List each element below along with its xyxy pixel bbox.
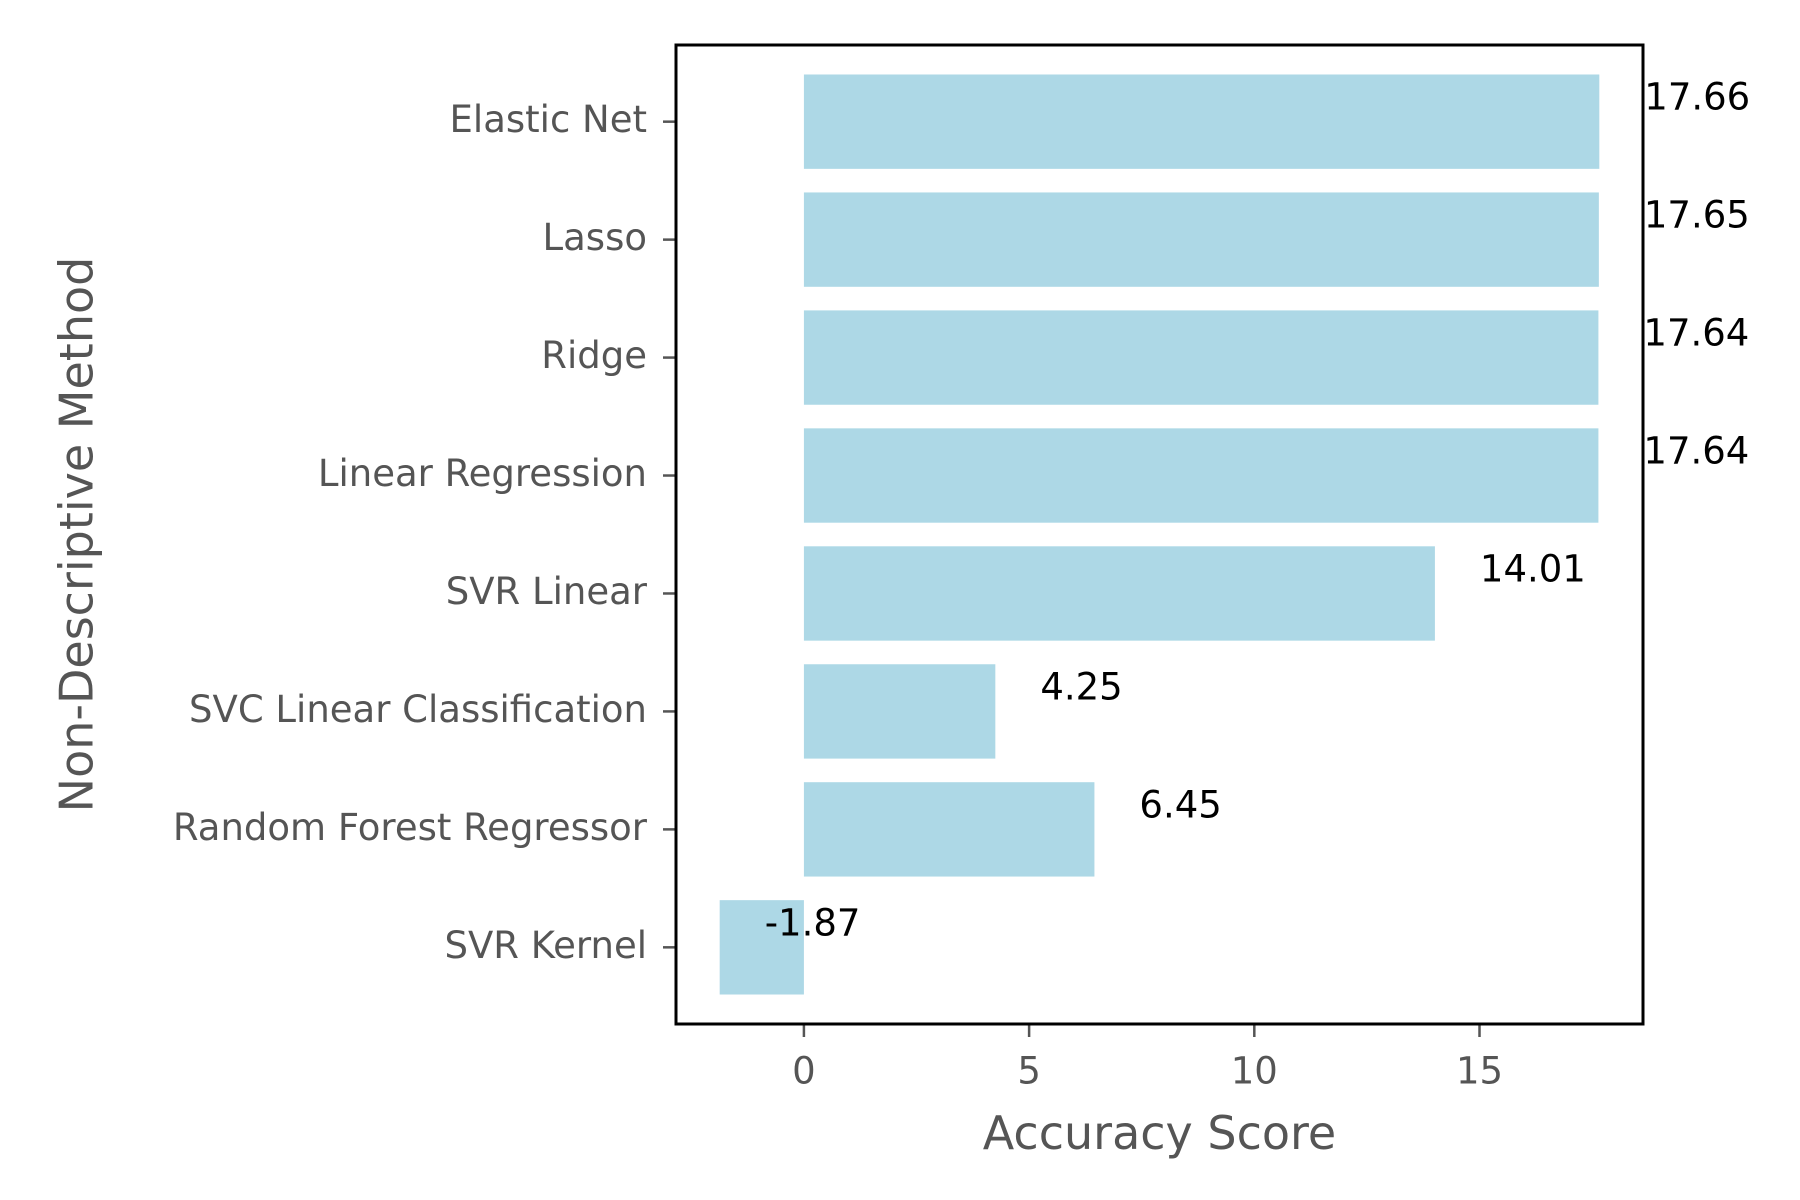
bar-elastic-net	[803, 74, 1600, 169]
data-label-linear-regression: 17.64	[1643, 430, 1749, 473]
y-tick-label: SVC Linear Classification	[189, 688, 647, 731]
x-axis: 0 5 10 15	[792, 1024, 1503, 1093]
data-label-random-forest-regressor: 6.45	[1139, 783, 1221, 826]
bar-svc-linear-classification	[803, 664, 996, 759]
data-label-svr-linear: 14.01	[1480, 547, 1586, 590]
y-tick-label: Elastic Net	[450, 98, 647, 141]
x-tick-label: 15	[1456, 1050, 1503, 1093]
y-tick-label: Linear Regression	[318, 452, 647, 495]
data-label-svr-kernel: -1.87	[765, 901, 861, 944]
y-axis: Elastic Net Lasso Ridge Linear Regression SV…	[173, 98, 676, 967]
y-tick-label: Lasso	[543, 216, 647, 259]
data-label-ridge: 17.64	[1643, 312, 1749, 355]
y-tick-label: Ridge	[541, 334, 647, 377]
bar-svr-kernel	[719, 900, 804, 995]
x-tick-label: 0	[792, 1050, 816, 1093]
bar-ridge	[803, 310, 1599, 405]
bar-lasso	[803, 192, 1599, 287]
y-axis-title: Non-Descriptive Method	[50, 257, 104, 813]
x-axis-title: Accuracy Score	[983, 1106, 1336, 1160]
data-label-lasso: 17.65	[1644, 194, 1750, 237]
plot-frame	[674, 43, 1645, 1026]
x-tick-label: 5	[1017, 1050, 1041, 1093]
data-labels-group: 17.66 17.65 17.64 17.64 14.01 4.25 6.45 -1.87	[765, 76, 1751, 945]
data-label-elastic-net: 17.66	[1644, 76, 1750, 119]
y-tick-label: SVR Linear	[446, 570, 648, 613]
y-tick-label: Random Forest Regressor	[173, 806, 648, 849]
bar-svr-linear	[803, 546, 1435, 641]
bar-random-forest-regressor	[803, 782, 1095, 877]
y-tick-label: SVR Kernel	[444, 924, 647, 967]
bars-group	[719, 74, 1600, 995]
x-tick-label: 10	[1231, 1050, 1278, 1093]
bar-linear-regression	[803, 428, 1599, 523]
data-label-svc-linear-classification: 4.25	[1040, 665, 1122, 708]
